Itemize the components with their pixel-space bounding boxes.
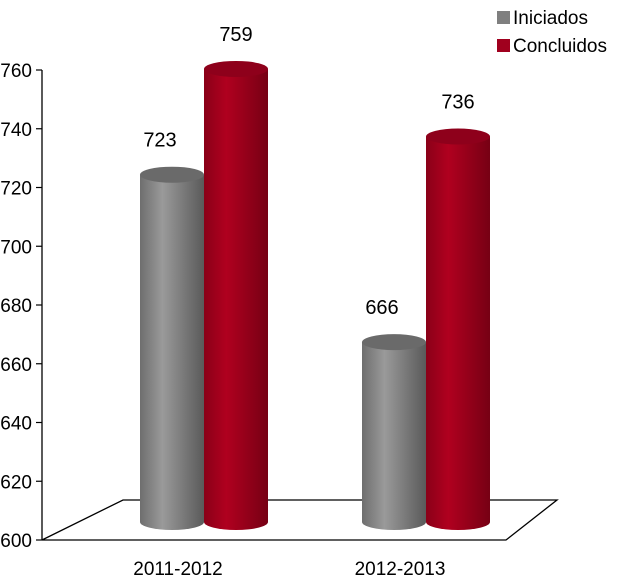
data-label: 759: [219, 24, 252, 46]
bars: [140, 60, 490, 530]
bar-body: [426, 136, 490, 530]
x-category-label: 2012-2013: [355, 559, 446, 580]
floor-plane: [41, 499, 559, 541]
y-tick-label: 680: [0, 296, 32, 317]
bar-top: [204, 60, 268, 77]
data-label: 736: [441, 92, 474, 114]
y-tick-label: 660: [0, 355, 32, 376]
x-category-label: 2011-2012: [133, 559, 222, 580]
bar-iniciados-2012-2013: [362, 334, 426, 530]
bar-top: [140, 166, 204, 183]
y-tick-label: 600: [0, 531, 32, 552]
legend-swatch: [497, 11, 510, 24]
bar-iniciados-2011-2012: [140, 166, 204, 530]
y-tick-label: 760: [0, 61, 32, 82]
legend: Iniciados Concluidos: [497, 8, 607, 57]
bar-body: [204, 68, 268, 530]
data-label: 723: [143, 130, 176, 152]
y-tick-label: 740: [0, 120, 32, 141]
legend-label: Concluidos: [513, 36, 607, 57]
bar-concluidos-2012-2013: [426, 128, 490, 530]
y-axis-ticks: 600 620 640 660 680 700 720 740 760: [0, 61, 42, 552]
data-labels: 723 759 666 736: [143, 24, 474, 319]
bar-top: [426, 128, 490, 145]
y-tick-label: 720: [0, 179, 32, 200]
data-label: 666: [365, 297, 398, 319]
y-tick-label: 700: [0, 237, 32, 258]
category-labels: 2011-2012 2012-2013: [133, 559, 445, 580]
legend-swatch: [497, 39, 510, 52]
bar-concluidos-2011-2012: [204, 60, 268, 530]
legend-label: Iniciados: [513, 8, 588, 29]
bar-body: [362, 342, 426, 530]
y-tick-label: 620: [0, 472, 32, 493]
bar-body: [140, 174, 204, 530]
bar-top: [362, 334, 426, 351]
y-tick-label: 640: [0, 414, 32, 435]
